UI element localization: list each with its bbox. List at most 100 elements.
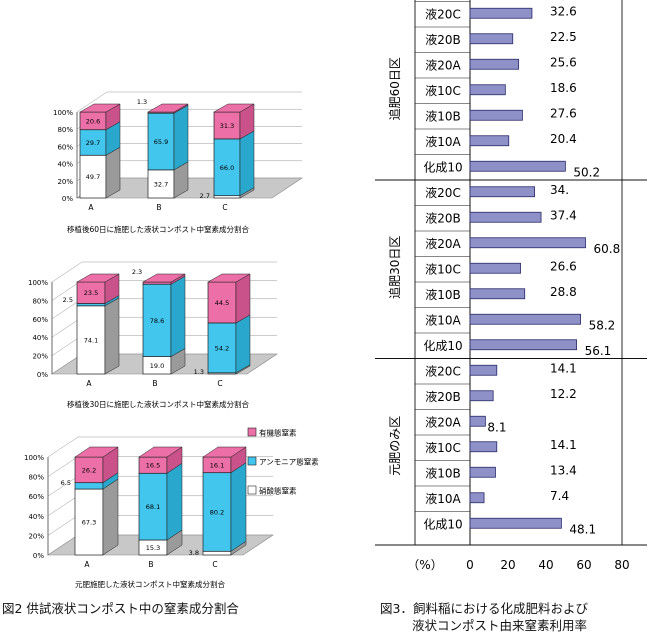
data-label: 26.2 [82, 466, 96, 474]
data-label: 6.5 [61, 479, 71, 487]
composition-panel-3: 0% 20% 40% 60% 80% 100% 67.3 6.5 26.2 A 15.3 68.1 16… [24, 436, 274, 589]
data-label: 15.3 [146, 544, 160, 552]
bar-row: 化成10 56.1 [415, 332, 611, 358]
bar-segment-2 [202, 472, 232, 552]
bar-row: 液20B 12.2 [415, 383, 577, 404]
bar-top [207, 273, 251, 283]
value-label: 37.4 [550, 208, 577, 222]
bar-segment-1 [202, 550, 232, 556]
data-label: 23.5 [84, 289, 98, 297]
category-label: 液20C [425, 185, 461, 200]
group-label: 追肥30日区 [387, 236, 402, 299]
bar [469, 262, 521, 274]
panel-title: 移植後60日に施肥した液状コンポスト中窒素成分割合 [67, 224, 250, 234]
bar-row: 液10C 14.1 [415, 434, 577, 455]
group-label: 追肥60日区 [387, 57, 402, 120]
bar-row: 液10C 26.6 [415, 256, 577, 276]
category-label: 液20A [425, 236, 461, 251]
bar [469, 288, 526, 300]
data-label: 49.7 [86, 173, 100, 181]
bar-segment-2 [74, 482, 104, 490]
data-label: 67.3 [82, 519, 96, 527]
left-figure-caption: 図2 供試液状コンポスト中の窒素成分割合 [2, 601, 239, 616]
composition-panel-1: 0% 20% 40% 60% 80% 100% 49.7 29.7 20.6 A 32.7 65.9 1… [53, 91, 303, 234]
value-label: 60.8 [594, 242, 621, 256]
data-label: 2.3 [132, 268, 142, 276]
bar-side-2 [230, 462, 247, 552]
bar-top [138, 446, 183, 458]
bar-row: 液10A 20.4 [415, 128, 577, 149]
bar-row: 化成10 48.1 [415, 511, 596, 536]
stacked-bar-B: 15.3 68.1 16.5 [138, 446, 183, 556]
x-tick-label: 40 [538, 558, 553, 572]
bar [469, 237, 586, 249]
category-label: 化成10 [423, 160, 462, 174]
grid-diagonal [47, 515, 79, 536]
bar-segment-3 [74, 456, 104, 484]
bar-segment-2 [79, 129, 107, 156]
bar-segment-1 [147, 169, 175, 199]
value-label: 26.6 [550, 259, 577, 273]
bar-row: 液10A 7.4 [415, 485, 569, 506]
data-label: 44.5 [215, 299, 229, 307]
bar-row: 液20A 25.6 [415, 52, 577, 72]
y-tick-label: 80% [32, 297, 48, 305]
bar [469, 415, 486, 427]
y-tick-label: 20% [32, 353, 48, 361]
data-label: 54.2 [215, 344, 229, 352]
value-label: 48.1 [569, 522, 596, 536]
data-label: 1.3 [137, 98, 147, 106]
group-label: 元肥のみ区 [388, 416, 402, 476]
bar [469, 390, 494, 402]
data-label: 2.7 [200, 192, 210, 200]
category-label: 液10A [425, 312, 461, 327]
bar-side-1 [105, 146, 121, 199]
y-tick-label: 20% [28, 532, 44, 540]
bar [469, 7, 533, 19]
data-label: 31.3 [220, 122, 234, 130]
bar-row: 液20A 60.8 [415, 230, 621, 256]
x-category-label: B [152, 379, 157, 388]
bar [469, 441, 498, 453]
value-label: 22.5 [550, 30, 577, 44]
bar-row: 液10B 27.6 [415, 103, 577, 123]
data-label: 65.9 [154, 138, 168, 146]
category-label: 液10C [425, 83, 461, 98]
grid-diagonal [76, 91, 108, 113]
value-label: 14.1 [550, 438, 577, 452]
data-label: 66.0 [220, 164, 234, 172]
value-label: 27.6 [550, 106, 577, 120]
bar [469, 466, 496, 478]
bar-side-2 [166, 462, 183, 541]
x-tick-label: 60 [576, 558, 591, 572]
bar-side-1 [102, 478, 119, 556]
bar [469, 135, 510, 147]
bar-side-2 [170, 275, 186, 357]
x-tick-label: 80 [614, 558, 629, 572]
legend-label-organic: 有機態窒素 [259, 428, 297, 438]
value-label: 13.4 [550, 463, 577, 477]
right-figure-caption-line1: 図3．飼料稲における化成肥料および [380, 601, 588, 616]
bar-row: 化成10 50.2 [415, 154, 600, 179]
bar-row: 液10B 28.8 [415, 281, 577, 302]
bar [469, 84, 506, 96]
bar-side-3 [235, 273, 251, 324]
y-tick-label: 100% [28, 279, 48, 287]
value-label: 32.6 [550, 4, 577, 18]
data-label: 29.7 [86, 139, 100, 147]
category-label: 液20A [425, 57, 461, 72]
right-figure-caption-line2: 液状コンポスト由来窒素利用率 [412, 618, 588, 633]
grid-diagonal [47, 495, 79, 517]
bar [469, 58, 520, 70]
bar-top [79, 103, 121, 113]
x-category-label: A [84, 560, 90, 569]
value-label: 7.4 [550, 489, 569, 503]
nitrogen-composition-figure: 0% 20% 40% 60% 80% 100% 49.7 29.7 20.6 A 32.7 65.9 1… [24, 91, 319, 589]
value-label: 18.6 [550, 81, 577, 95]
nitrogen-utilization-chart: 液20C 32.6 液20B 22.5 液20A 25.6 液10C 18.6 液10B 27.6… [375, 0, 647, 572]
composition-panel-2: 0% 20% 40% 60% 80% 100% 74.1 2.5 23.5 A 19.0 78.6 2.… [28, 261, 278, 409]
category-label: 化成10 [423, 517, 462, 531]
stacked-bar-C: 1.3 54.2 44.5 [194, 273, 251, 376]
data-label: 16.5 [146, 462, 160, 470]
y-tick-label: 60% [57, 143, 73, 151]
